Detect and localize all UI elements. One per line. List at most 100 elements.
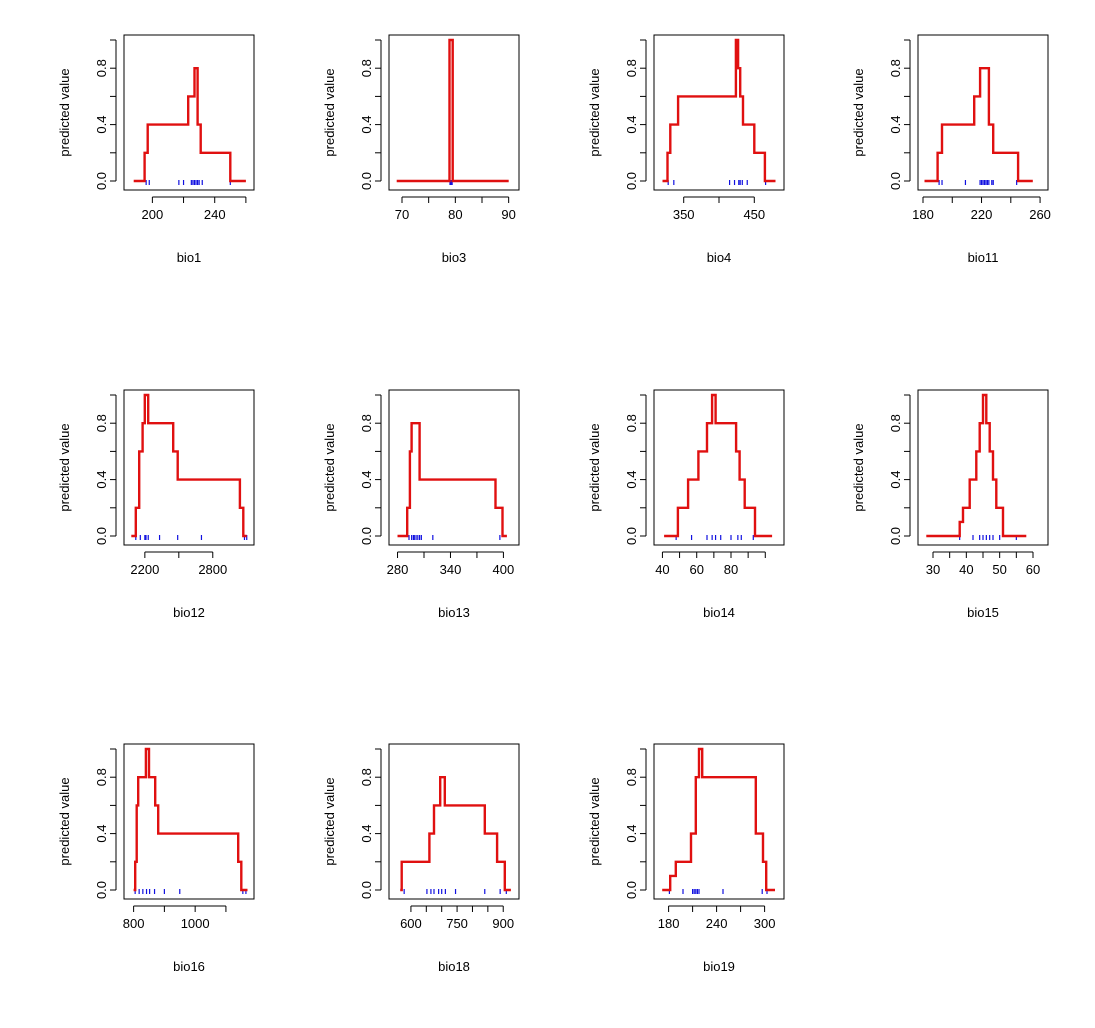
y-axis-label: predicted value	[587, 68, 602, 156]
x-axis-label: bio14	[703, 605, 735, 620]
y-tick-label: 0.4	[359, 116, 374, 134]
plot-frame	[653, 743, 785, 900]
y-tick-label: 0.0	[888, 527, 903, 545]
response-curve	[924, 66, 1033, 183]
x-tick-label: 180	[912, 207, 934, 222]
x-axis-label: bio16	[173, 959, 205, 974]
panel-bio19: 180 240 300 0.0 0.4 0.8 bio19 predicted value	[587, 743, 785, 974]
y-tick-label: 0.0	[359, 172, 374, 190]
x-tick-label: 450	[743, 207, 765, 222]
plot-frame	[653, 389, 785, 546]
x-axis-label: bio13	[438, 605, 470, 620]
plot-frame	[123, 34, 255, 191]
x-tick-label: 260	[1029, 207, 1051, 222]
x-axis-label: bio15	[967, 605, 999, 620]
y-tick-label: 0.8	[94, 768, 109, 786]
x-tick-label: 800	[123, 916, 145, 931]
y-tick-label: 0.8	[94, 59, 109, 77]
x-tick-label: 340	[440, 562, 462, 577]
y-tick-label: 0.0	[624, 527, 639, 545]
panel-bio14: 40 60 80 0.0 0.4 0.8 bio14 predicted value	[587, 389, 785, 620]
y-tick-label: 0.4	[94, 471, 109, 489]
x-tick-label: 280	[387, 562, 409, 577]
x-axis-label: bio12	[173, 605, 205, 620]
y-axis-label: predicted value	[851, 423, 866, 511]
x-axis-label: bio4	[707, 250, 732, 265]
x-tick-label: 1000	[181, 916, 210, 931]
panel-bio18: 600 750 900 0.0 0.4 0.8 bio18 predicted value	[322, 743, 520, 974]
x-tick-label: 300	[754, 916, 776, 931]
x-axis-label: bio1	[177, 250, 202, 265]
y-tick-label: 0.0	[624, 881, 639, 899]
y-tick-label: 0.4	[94, 116, 109, 134]
plot-frame	[123, 389, 255, 546]
plot-frame	[917, 389, 1049, 546]
x-tick-label: 240	[204, 207, 226, 222]
response-curve	[662, 38, 776, 183]
x-tick-label: 400	[493, 562, 515, 577]
x-tick-label: 750	[446, 916, 468, 931]
response-curve	[400, 776, 511, 892]
y-tick-label: 0.0	[94, 527, 109, 545]
panel-bio11: 180 220 260 0.0 0.4 0.8 bio11 predicted value	[851, 34, 1051, 265]
x-tick-label: 40	[959, 562, 973, 577]
y-tick-label: 0.0	[624, 172, 639, 190]
y-axis-label: predicted value	[57, 68, 72, 156]
y-tick-label: 0.8	[359, 59, 374, 77]
x-axis-label: bio18	[438, 959, 470, 974]
y-tick-label: 0.0	[359, 881, 374, 899]
x-tick-label: 60	[689, 562, 703, 577]
panel-bio15: 30 40 50 60 0.0 0.4 0.8 bio15 predicted value	[851, 389, 1049, 620]
plot-frame	[388, 389, 520, 546]
response-curve	[397, 422, 507, 538]
y-tick-label: 0.4	[624, 471, 639, 489]
y-axis-label: predicted value	[322, 423, 337, 511]
y-tick-label: 0.8	[94, 414, 109, 432]
plot-frame	[653, 34, 785, 191]
x-tick-label: 200	[142, 207, 164, 222]
y-tick-label: 0.8	[624, 414, 639, 432]
y-tick-label: 0.4	[624, 825, 639, 843]
panel-bio13: 280 340 400 0.0 0.4 0.8 bio13 predicted value	[322, 389, 520, 620]
x-tick-label: 80	[448, 207, 462, 222]
y-tick-label: 0.4	[94, 825, 109, 843]
x-tick-label: 80	[724, 562, 738, 577]
y-tick-label: 0.4	[359, 825, 374, 843]
plot-frame	[388, 743, 520, 900]
y-axis-label: predicted value	[587, 777, 602, 865]
x-axis-label: bio11	[968, 250, 999, 265]
x-tick-label: 220	[971, 207, 993, 222]
y-tick-label: 0.8	[359, 768, 374, 786]
panel-bio3: 70 80 90 0.0 0.4 0.8 bio3 predicted value	[322, 34, 520, 265]
y-axis-label: predicted value	[851, 68, 866, 156]
x-tick-label: 240	[706, 916, 728, 931]
y-tick-label: 0.0	[94, 881, 109, 899]
y-tick-label: 0.8	[888, 414, 903, 432]
panel-bio4: 350 450 0.0 0.4 0.8 bio4 predicted value	[587, 34, 785, 265]
y-tick-label: 0.4	[624, 116, 639, 134]
y-axis-label: predicted value	[587, 423, 602, 511]
x-tick-label: 50	[992, 562, 1006, 577]
response-curve	[396, 38, 509, 183]
x-tick-label: 350	[673, 207, 695, 222]
x-tick-label: 60	[1026, 562, 1040, 577]
plot-frame	[123, 743, 255, 900]
y-tick-label: 0.8	[359, 414, 374, 432]
response-curve	[133, 66, 246, 183]
panel-bio12: 2200 2800 0.0 0.4 0.8 bio12 predicted value	[57, 389, 255, 620]
y-tick-label: 0.4	[888, 471, 903, 489]
y-axis-label: predicted value	[322, 68, 337, 156]
panel-bio16: 800 1000 0.0 0.4 0.8 bio16 predicted value	[57, 743, 255, 974]
x-tick-label: 2800	[198, 562, 227, 577]
y-tick-label: 0.0	[359, 527, 374, 545]
response-curve	[133, 747, 248, 892]
plot-frame	[917, 34, 1049, 191]
y-tick-label: 0.8	[624, 59, 639, 77]
x-tick-label: 600	[400, 916, 422, 931]
x-tick-label: 2200	[130, 562, 159, 577]
x-tick-label: 30	[926, 562, 940, 577]
y-tick-label: 0.0	[888, 172, 903, 190]
plot-frame	[388, 34, 520, 191]
x-tick-label: 180	[658, 916, 680, 931]
